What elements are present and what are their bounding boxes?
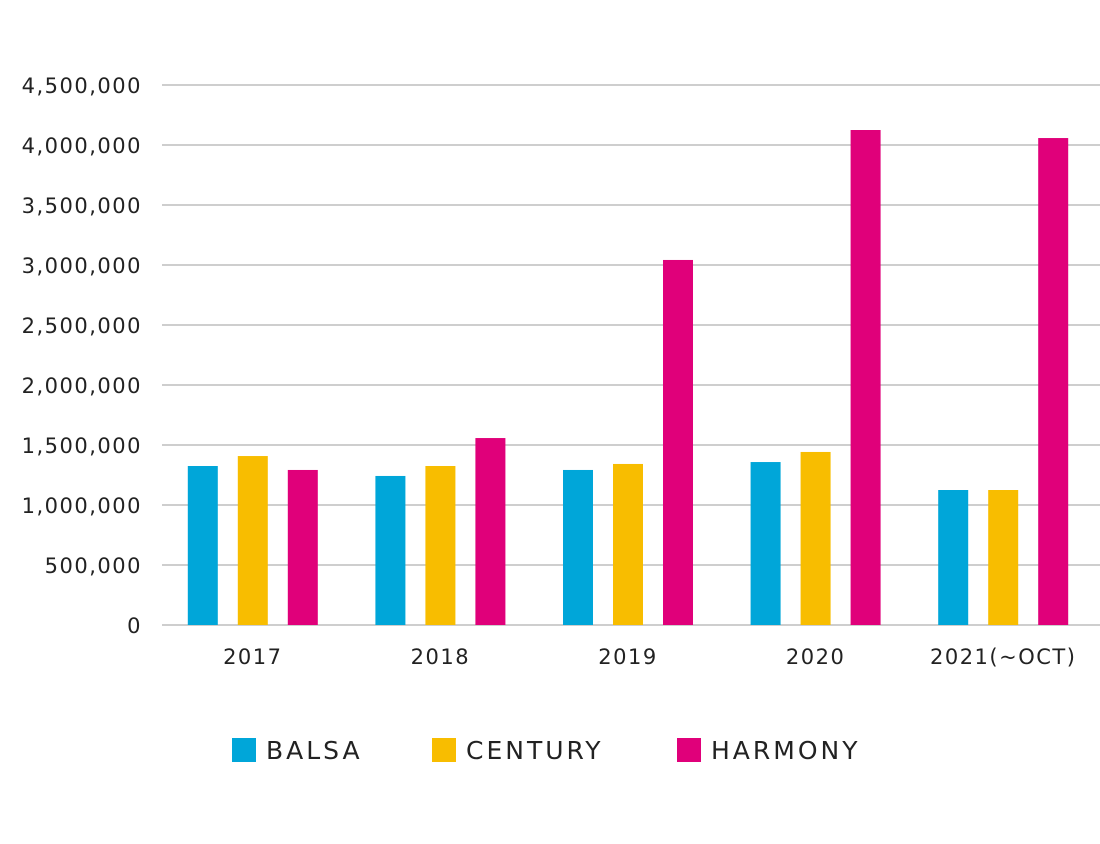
bar-century-2019 bbox=[613, 463, 643, 625]
bar-century-2017 bbox=[237, 456, 268, 625]
x-tick-label: 2019 bbox=[598, 645, 657, 669]
bar-harmony-2020 bbox=[850, 130, 881, 625]
x-tick-label: 2021(~OCT) bbox=[930, 645, 1076, 669]
legend-label-harmony: HARMONY bbox=[711, 736, 861, 765]
legend-swatch-century bbox=[432, 738, 456, 762]
bar-century-2020 bbox=[800, 451, 831, 625]
bar-harmony-2018 bbox=[475, 438, 506, 625]
bar-harmony-2019 bbox=[663, 259, 693, 625]
y-tick-label: 2,500,000 bbox=[22, 314, 142, 338]
legend-label-century: CENTURY bbox=[466, 736, 604, 765]
x-tick-label: 2020 bbox=[786, 645, 845, 669]
y-tick-label: 2,000,000 bbox=[22, 374, 142, 398]
y-tick-label: 0 bbox=[127, 614, 142, 638]
bar-balsa-2019 bbox=[563, 469, 593, 625]
bar-harmony-2017 bbox=[287, 469, 318, 625]
y-tick-label: 1,000,000 bbox=[22, 494, 142, 518]
y-tick-label: 1,500,000 bbox=[22, 434, 142, 458]
y-tick-label: 4,000,000 bbox=[22, 134, 142, 158]
bar-balsa-2021(~OCT) bbox=[938, 490, 969, 625]
bar-balsa-2018 bbox=[375, 475, 406, 625]
legend-swatch-harmony bbox=[677, 738, 701, 762]
x-tick-label: 2018 bbox=[411, 645, 470, 669]
bar-balsa-2020 bbox=[750, 462, 781, 625]
y-tick-label: 3,000,000 bbox=[22, 254, 142, 278]
bar-balsa-2017 bbox=[187, 466, 218, 625]
legend-swatch-balsa bbox=[232, 738, 256, 762]
bar-century-2018 bbox=[425, 466, 456, 625]
bar-harmony-2021(~OCT) bbox=[1038, 138, 1069, 626]
legend-label-balsa: BALSA bbox=[266, 736, 363, 765]
x-tick-label: 2017 bbox=[223, 645, 282, 669]
bar-century-2021(~OCT) bbox=[988, 490, 1019, 625]
y-tick-label: 3,500,000 bbox=[22, 194, 142, 218]
y-tick-label: 500,000 bbox=[45, 554, 142, 578]
y-tick-label: 4,500,000 bbox=[22, 74, 142, 98]
